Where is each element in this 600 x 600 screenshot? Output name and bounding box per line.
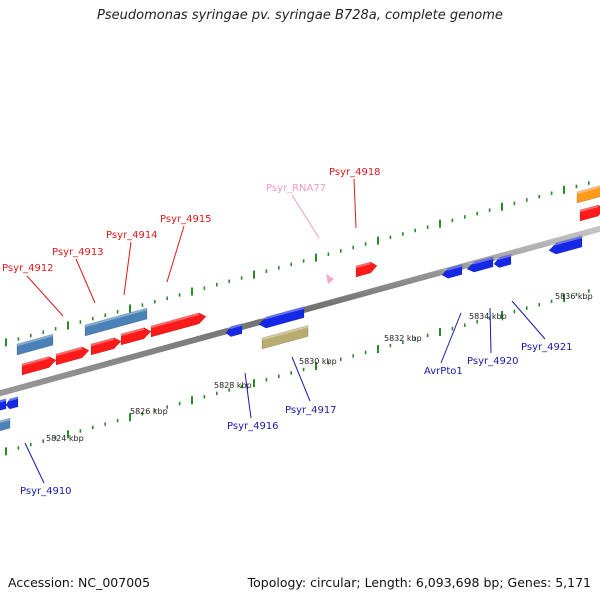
feature-psyr-4916 — [225, 323, 243, 338]
feature-orange-right-highlight — [577, 185, 600, 195]
scale-label: 5834 kbp — [469, 312, 507, 321]
gene-label-psyr-4921: Psyr_4921 — [521, 342, 573, 353]
leader-psyr-4920 — [489, 307, 492, 354]
gene-label-psyr-4915: Psyr_4915 — [160, 214, 212, 225]
scale-label: 5828 kbp — [214, 381, 252, 390]
accession-label: Accession: NC_007005 — [8, 575, 151, 590]
gene-label-psyr-4916: Psyr_4916 — [227, 421, 279, 432]
feature-psyr-4914-highlight — [91, 337, 114, 347]
leader-psyr-4910 — [24, 442, 45, 484]
feature-psyr-4915 — [150, 312, 207, 338]
feature-psyr-4913 — [55, 346, 90, 366]
feature-psyr-4917-khaki — [261, 324, 309, 350]
leader-psyr-4917 — [291, 356, 311, 402]
feature-blue-left1 — [0, 398, 7, 411]
leader-avrpto1 — [440, 312, 462, 364]
feature-psyr-4913-highlight — [56, 346, 82, 357]
leader-psyr-4921 — [511, 300, 546, 340]
scale-label: 5832 kbp — [384, 334, 422, 343]
feature-blue-left2 — [5, 396, 19, 410]
feature-blue-left2-highlight — [6, 396, 18, 402]
feature-psyr-4918-highlight — [356, 261, 371, 269]
leader-psyr-rna77 — [291, 194, 320, 239]
feature-psyr-4917-khaki-highlight — [262, 325, 308, 341]
feature-psyr-4921-highlight — [549, 235, 582, 246]
gene-label-psyr-4914: Psyr_4914 — [106, 230, 158, 241]
leader-psyr-4913 — [75, 258, 96, 304]
gene-label-psyr-4910: Psyr_4910 — [20, 486, 72, 497]
feature-red-right — [579, 204, 600, 222]
feature-psyr-4916-highlight — [226, 323, 242, 329]
genome-summary: Topology: circular; Length: 6,093,698 bp… — [247, 575, 591, 590]
feature-psyr-4914-steel — [84, 307, 148, 337]
gene-label-psyr-4913: Psyr_4913 — [52, 247, 104, 258]
leader-psyr-4918 — [353, 178, 357, 229]
feature-psyr-4914-steel-highlight — [85, 307, 147, 328]
feature-psyr-4917-highlight — [259, 306, 304, 320]
gene-label-psyr-4918: Psyr_4918 — [329, 167, 381, 178]
feature-steel-left — [0, 417, 11, 432]
feature-psyr-4915a — [120, 327, 152, 346]
feature-psyr-4920-highlight — [467, 256, 493, 265]
scale-label: 5824 kbp — [46, 434, 84, 443]
feature-steel-left-highlight — [0, 418, 10, 424]
scale-label: 5830 kbp — [299, 357, 337, 366]
feature-psyr-4921 — [548, 235, 583, 255]
feature-avrpto1 — [441, 264, 463, 279]
feature-psyr-4920b — [493, 253, 512, 268]
feature-psyr-4920 — [466, 256, 494, 273]
leader-psyr-4912 — [26, 275, 64, 317]
scale-label: 5826 kbp — [130, 407, 168, 416]
feature-psyr-4918 — [355, 261, 378, 278]
leader-psyr-4916 — [244, 372, 252, 419]
feature-red-right-highlight — [580, 205, 598, 213]
scale-label: 5836 kbp — [555, 292, 593, 301]
gene-label-psyr-4917: Psyr_4917 — [285, 405, 337, 416]
gene-label-psyr-rna77: Psyr_RNA77 — [266, 183, 326, 194]
feature-psyr-4912-highlight — [17, 334, 53, 347]
feature-orange-right — [576, 185, 600, 204]
feature-psyr-4912 — [16, 333, 54, 356]
feature-psyr-rna77 — [326, 274, 334, 284]
feature-psyr-4917 — [258, 306, 305, 329]
feature-avrpto1-highlight — [442, 264, 462, 271]
feature-psyr-4914 — [90, 337, 122, 356]
leader-psyr-4914 — [123, 241, 132, 296]
gene-label-psyr-4912: Psyr_4912 — [2, 263, 54, 274]
feature-psyr-4915a-highlight — [121, 327, 144, 337]
feature-blue-left1-highlight — [0, 398, 6, 403]
feature-psyr-4912b — [21, 356, 57, 376]
feature-psyr-4912b-highlight — [22, 356, 49, 367]
map-title: Pseudomonas syringae pv. syringae B728a,… — [97, 8, 503, 23]
feature-psyr-4920b-highlight — [494, 254, 511, 260]
leader-psyr-4915 — [166, 225, 185, 283]
gene-label-psyr-4920: Psyr_4920 — [467, 356, 519, 367]
gene-label-avrpto1: AvrPto1 — [424, 366, 463, 377]
feature-psyr-4915-highlight — [151, 312, 199, 329]
